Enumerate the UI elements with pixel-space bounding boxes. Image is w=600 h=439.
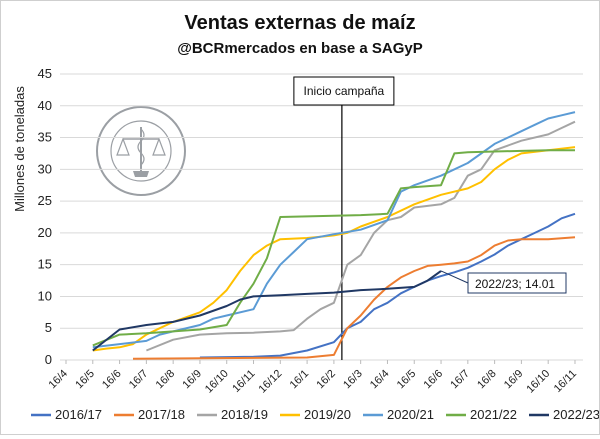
series-line-2017-18 [132, 236, 576, 360]
y-tick-label: 40 [38, 98, 52, 113]
campaign-start-label: Inicio campaña [304, 84, 385, 98]
annotation-2022-23: 2022/23; 14.01 [440, 270, 567, 294]
x-tick-label: 16/4 [368, 368, 392, 392]
y-tick-label: 15 [38, 257, 52, 272]
y-tick-label: 35 [38, 130, 52, 145]
legend-label: 2017/18 [138, 407, 185, 422]
x-tick-label: 16/11 [552, 368, 579, 395]
y-axis: 0 5 10 15 20 25 30 35 40 45 [38, 66, 52, 367]
annotation-box [467, 272, 567, 294]
legend-label: 2021/22 [470, 407, 517, 422]
x-tick-label: 16/9 [180, 368, 204, 392]
legend-label: 2018/19 [221, 407, 268, 422]
x-tick-label: 16/7 [127, 368, 151, 392]
x-tick-label: 16/11 [230, 368, 257, 395]
legend-label: 2022/23 [553, 407, 599, 422]
series-line-2019-20 [92, 146, 576, 352]
campaign-start-label-box [293, 76, 395, 106]
y-tick-label: 45 [38, 66, 52, 81]
x-tick-label: 16/2 [314, 368, 338, 392]
legend-label: 2016/17 [55, 407, 102, 422]
chart-title: Ventas externas de maíz [184, 12, 415, 34]
legend-label: 2019/20 [304, 407, 351, 422]
chart-subtitle: @BCRmercados en base a SAGyP [177, 40, 423, 57]
x-tick-label: 16/5 [395, 368, 419, 392]
series-line-2018-19 [146, 120, 576, 352]
gridlines [60, 73, 583, 361]
x-tick-label: 16/10 [203, 368, 231, 396]
series-line-2022-23 [92, 270, 442, 352]
campaign-start-marker: Inicio campaña [293, 76, 395, 360]
x-tick-label: 16/1 [288, 368, 312, 392]
bcr-seal-logo [96, 106, 186, 196]
y-tick-label: 5 [45, 320, 52, 335]
y-tick-label: 20 [38, 225, 52, 240]
y-tick-label: 0 [45, 352, 52, 367]
x-tick-label: 16/3 [341, 368, 365, 392]
y-tick-label: 10 [38, 288, 52, 303]
x-tick-label: 16/12 [256, 368, 284, 396]
x-tick-label: 16/6 [422, 368, 446, 392]
x-tick-label: 16/5 [73, 368, 97, 392]
x-tick-label: 16/8 [154, 368, 178, 392]
x-tick-label: 16/6 [100, 368, 124, 392]
x-tick-label: 16/8 [475, 368, 499, 392]
annotation-text: 2022/23; 14.01 [475, 277, 555, 291]
y-axis-label: Millones de toneladas [12, 86, 27, 212]
x-tick-label: 16/4 [46, 368, 70, 392]
x-tick-label: 16/9 [502, 368, 526, 392]
annotation-leader-line [440, 270, 469, 284]
x-tick-label: 16/7 [448, 368, 472, 392]
x-tick-label: 16/10 [524, 368, 552, 396]
y-tick-label: 30 [38, 161, 52, 176]
y-tick-label: 25 [38, 193, 52, 208]
legend-label: 2020/21 [387, 407, 434, 422]
series-line-2021-22 [92, 149, 575, 347]
series-lines [92, 111, 576, 360]
legend: 2016/17 2017/18 2018/19 2019/20 2020/21 2021/… [31, 407, 600, 422]
